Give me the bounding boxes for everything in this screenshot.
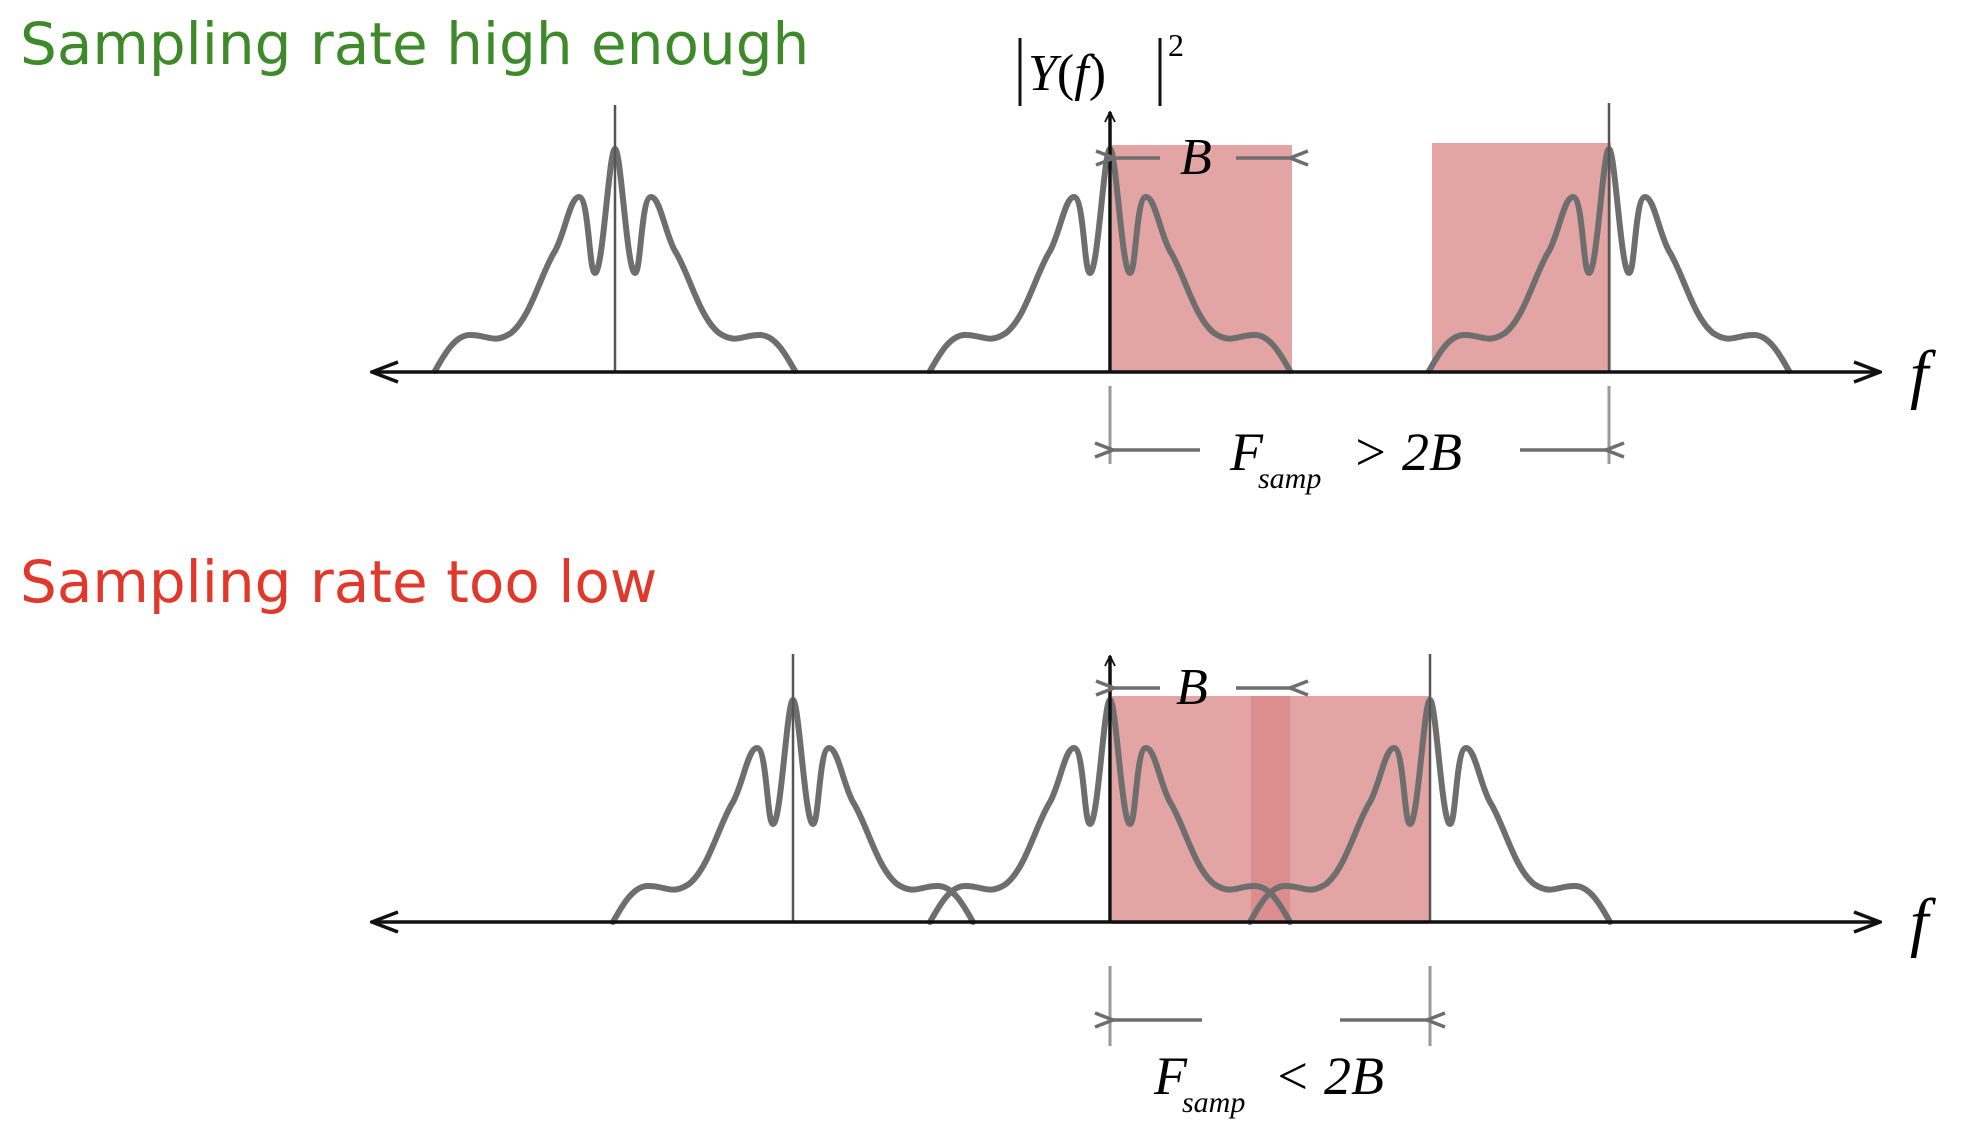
svg-text:> 2B: > 2B [1352,422,1462,482]
bottom-spectrum-3 [1250,654,1610,922]
svg-text:Y(f): Y(f) [1028,45,1106,102]
top-fsamp-annotation: F samp > 2B [1110,386,1609,495]
svg-text:F: F [1153,1046,1188,1106]
top-spectrum-1 [435,105,795,371]
top-axis-label: f [1910,338,1936,411]
svg-text:samp: samp [1182,1086,1245,1119]
svg-text:F: F [1229,422,1264,482]
top-bandwidth-annotation: B [1114,129,1290,186]
top-y-label: Y(f) 2 [1018,27,1184,106]
top-spectrum-3 [1429,103,1789,371]
svg-text:< 2B: < 2B [1274,1046,1384,1106]
svg-text:samp: samp [1258,462,1321,495]
bottom-spectrum-1 [613,654,973,922]
bottom-fsamp-annotation: F samp < 2B [1110,966,1430,1119]
bottom-bandwidth-annotation: B [1114,659,1290,716]
svg-text:2: 2 [1168,27,1184,63]
top-bandwidth-label: B [1180,129,1212,186]
top-title: Sampling rate high enough [20,10,809,78]
bottom-bandwidth-label: B [1176,659,1208,716]
bottom-title: Sampling rate too low [20,548,657,616]
bottom-axis-label: f [1910,886,1936,959]
